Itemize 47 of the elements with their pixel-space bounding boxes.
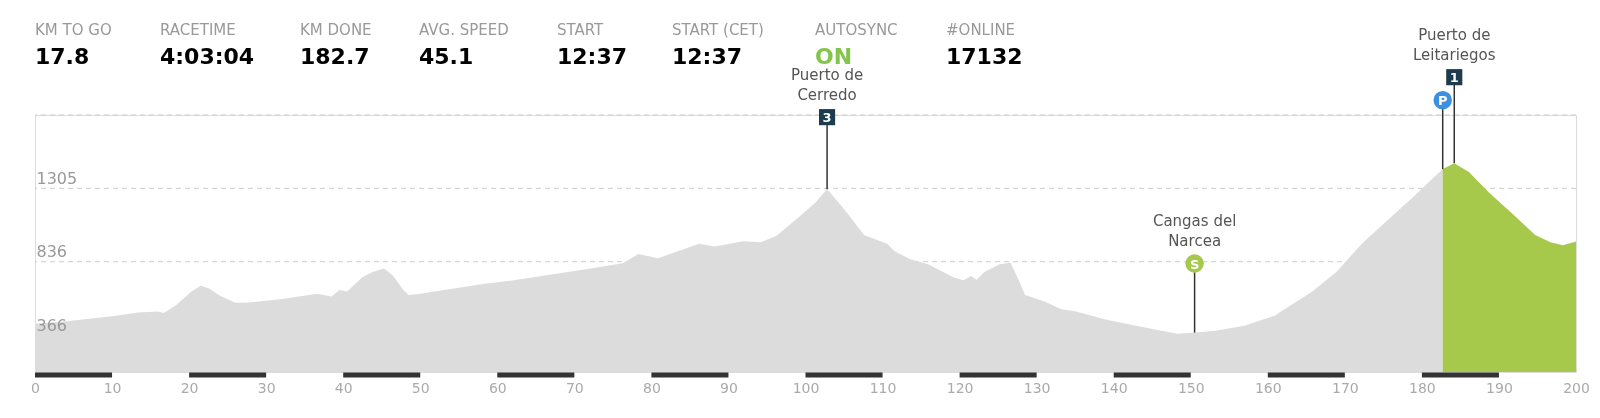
text: #ONLINE	[946, 21, 1016, 39]
x-tick-label: 40	[334, 379, 353, 396]
text: 182.7	[300, 44, 370, 69]
text: 17132	[946, 44, 1023, 69]
text: START (CET)	[672, 21, 764, 39]
x-tick-label: 190	[1486, 379, 1513, 396]
x-tick-label: 140	[1100, 379, 1128, 396]
annotation: Puerto de Leitariegos	[1412, 26, 1496, 65]
x-tick-label: 160	[1254, 379, 1282, 396]
x-tick-label: 60	[488, 379, 507, 396]
text: RACETIME	[160, 21, 236, 39]
x-tick-label: 150	[1177, 379, 1205, 396]
x-tick-label: 200	[1563, 379, 1590, 396]
x-tick-label: 80	[642, 379, 661, 396]
annotation: 3	[822, 110, 832, 126]
x-tick-label: 100	[792, 379, 820, 396]
y-tick-label: 836	[36, 242, 68, 262]
x-tick-label: 130	[1023, 379, 1051, 396]
annotation: Cangas del Narcea	[1152, 211, 1237, 250]
x-tick-label: 20	[180, 379, 199, 396]
x-tick-label: 50	[411, 379, 430, 396]
text: ON	[815, 44, 853, 69]
annotation: 1	[1449, 70, 1459, 86]
text: AVG. SPEED	[419, 21, 509, 39]
text: START	[557, 21, 605, 39]
y-tick-label: 1305	[36, 168, 78, 188]
x-tick-label: 170	[1331, 379, 1359, 396]
y-tick-label: 366	[36, 315, 68, 335]
text: 4:03:04	[160, 44, 255, 69]
annotation: P	[1437, 93, 1448, 109]
text: 12:37	[557, 44, 628, 69]
x-tick-label: 0	[31, 379, 40, 396]
text: 45.1	[419, 44, 474, 69]
annotation: S	[1189, 256, 1200, 272]
annotation: Puerto de Cerredo	[790, 66, 864, 105]
text: 17.8	[35, 44, 90, 69]
x-tick-label: 90	[720, 379, 738, 396]
x-tick-label: 10	[103, 379, 122, 396]
text: 12:37	[672, 44, 743, 69]
x-tick-label: 120	[946, 379, 974, 396]
text: AUTOSYNC	[815, 21, 898, 39]
x-tick-label: 70	[565, 379, 584, 396]
text: KM TO GO	[35, 21, 112, 39]
text: KM DONE	[300, 21, 372, 39]
x-tick-label: 30	[257, 379, 276, 396]
x-tick-label: 110	[869, 379, 897, 396]
x-tick-label: 180	[1409, 379, 1436, 396]
